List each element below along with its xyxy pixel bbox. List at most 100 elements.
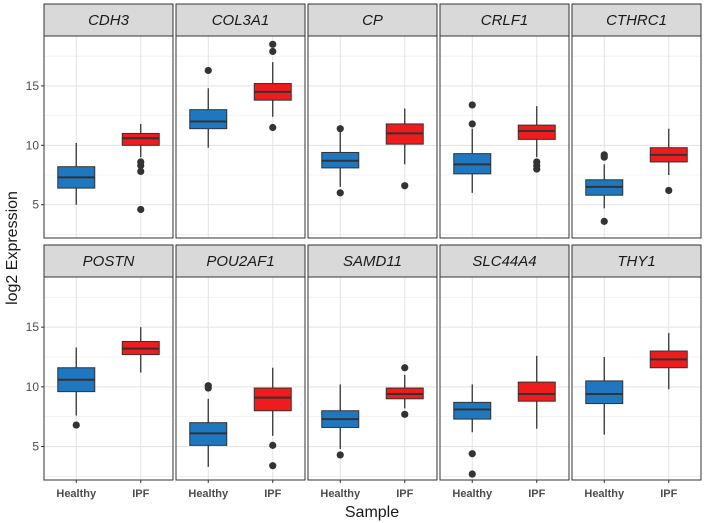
box-healthy: [453, 384, 492, 478]
box-healthy: [585, 151, 624, 225]
facet-panel-slc44a4: SLC44A4: [439, 244, 570, 481]
panel-border: [307, 276, 438, 481]
panel-border: [307, 35, 438, 239]
box-ipf: [649, 333, 688, 390]
panel-border: [43, 276, 174, 481]
x-axis-title: Sample: [345, 504, 399, 521]
facet-panel-cthrc1: CTHRC1: [571, 3, 702, 239]
outlier-point: [600, 217, 608, 225]
outlier-point: [468, 470, 476, 478]
facet-strip: [43, 244, 174, 278]
outlier-point: [468, 450, 476, 458]
facet-title: SAMD11: [343, 253, 402, 270]
outlier-point: [665, 186, 673, 195]
facet-strip: [175, 244, 306, 278]
plot-background: [176, 277, 305, 480]
outlier-point: [468, 101, 476, 109]
panel-border: [571, 276, 702, 481]
y-tick-label: 5: [32, 440, 39, 454]
box-ipf: [121, 123, 160, 214]
box-ipf: [649, 128, 688, 195]
x-tick-label: IPF: [396, 488, 413, 500]
facet-panel-postn: POSTN: [43, 244, 174, 481]
plot-background: [308, 277, 437, 480]
outlier-point: [72, 421, 80, 429]
box-ipf: [385, 108, 424, 190]
x-tick-label: IPF: [528, 488, 545, 500]
box-iqr: [121, 132, 160, 146]
x-tick-label: IPF: [132, 488, 149, 500]
facet-panel-cp: CP: [307, 3, 438, 239]
outlier-point: [137, 167, 145, 176]
panel-border: [571, 35, 702, 239]
x-tick-label: Healthy: [188, 488, 229, 500]
outlier-point: [269, 47, 277, 56]
facet-panel-cdh3: CDH3: [43, 3, 174, 239]
box-healthy: [57, 347, 96, 429]
outlier-point: [336, 451, 344, 459]
y-tick-label: 10: [26, 138, 40, 152]
outlier-point: [401, 182, 409, 190]
box-ipf: [253, 40, 292, 132]
facet-title: CDH3: [88, 12, 129, 29]
y-tick-label: 15: [26, 320, 40, 334]
plot-background: [572, 277, 701, 480]
facet-panel-col3a1: COL3A1: [175, 3, 306, 239]
outlier-point: [600, 153, 608, 161]
x-axis-ticks: Healthy IPF Healthy IPF Healthy IPF Healthy IPF…: [56, 480, 678, 500]
outlier-point: [137, 205, 145, 214]
box-healthy: [585, 357, 624, 435]
panel-border: [439, 35, 570, 239]
panel-border: [439, 276, 570, 481]
facet-strip: [571, 244, 702, 278]
facet-title: CP: [362, 12, 383, 29]
panel-border: [175, 35, 306, 239]
outlier-point: [204, 384, 212, 392]
y-tick-label: 5: [32, 198, 39, 212]
x-tick-label: IPF: [264, 488, 281, 500]
facet-title: CTHRC1: [606, 12, 667, 29]
facet-title: CRLF1: [481, 12, 529, 29]
outlier-point: [336, 189, 344, 197]
facet-panel-thy1: THY1: [571, 244, 702, 481]
box-healthy: [57, 142, 96, 205]
outlier-point: [401, 410, 409, 418]
facet-strip: [307, 244, 438, 278]
box-ipf: [121, 327, 160, 373]
box-healthy: [321, 384, 360, 459]
outlier-point: [468, 120, 476, 128]
outlier-point: [269, 123, 277, 132]
x-tick-label: Healthy: [56, 488, 97, 500]
box-ipf: [253, 367, 292, 470]
box-iqr: [189, 109, 228, 130]
outlier-point: [269, 441, 277, 449]
y-tick-label: 15: [26, 79, 40, 93]
facet-title: SLC44A4: [472, 253, 536, 270]
facet-title: THY1: [617, 253, 655, 270]
plot-background: [572, 36, 701, 238]
box-healthy: [453, 101, 492, 193]
panel-border: [43, 35, 174, 239]
facet-panel-samd11: SAMD11: [307, 244, 438, 481]
facet-strip: [175, 3, 306, 37]
panels-layer: CDH3 COL3A1 CP CRLF1 CTHRC1 POSTN POU2AF1 SAMD1…: [43, 3, 702, 481]
facet-title: POU2AF1: [206, 253, 274, 270]
outlier-point: [336, 125, 344, 133]
x-tick-label: Healthy: [584, 488, 625, 500]
outlier-point: [204, 66, 212, 75]
facet-strip: [43, 3, 174, 37]
box-iqr: [517, 124, 556, 140]
x-tick-label: Healthy: [320, 488, 361, 500]
box-iqr: [585, 380, 624, 405]
outlier-point: [401, 364, 409, 372]
panel-border: [175, 276, 306, 481]
x-tick-label: Healthy: [452, 488, 493, 500]
x-tick-label: IPF: [660, 488, 677, 500]
y-axis-ticks: 5 10 15 5 10 15: [26, 79, 44, 454]
outlier-point: [269, 40, 277, 48]
box-healthy: [189, 66, 228, 148]
box-ipf: [385, 364, 424, 418]
box-healthy: [321, 125, 360, 197]
box-healthy: [189, 382, 228, 467]
